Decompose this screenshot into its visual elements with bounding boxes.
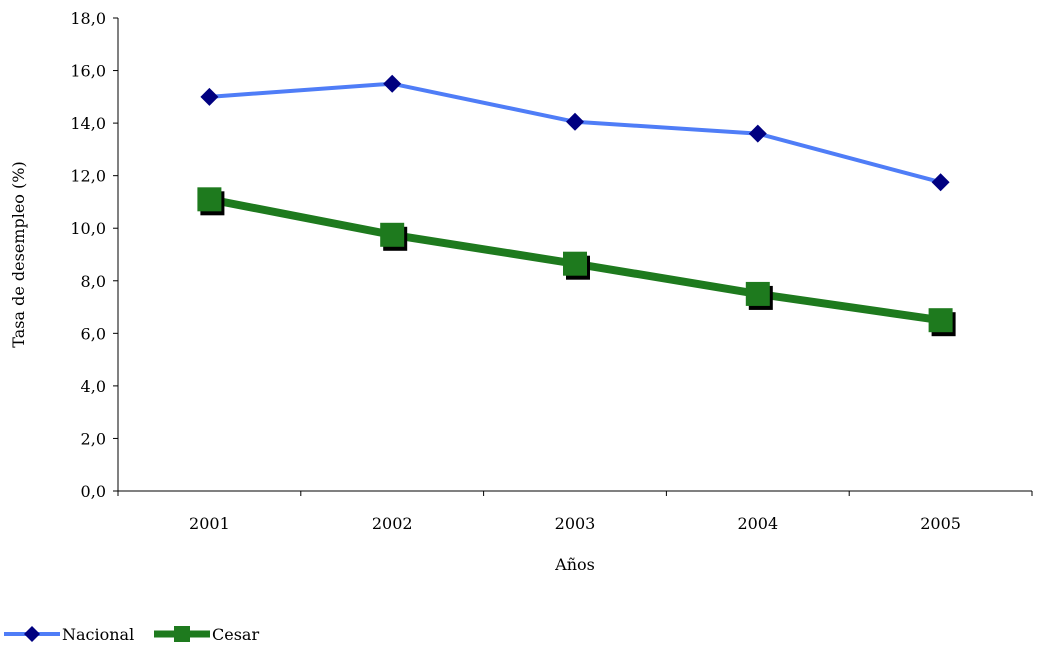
- data-point: [931, 173, 950, 192]
- series-nacional: [200, 74, 950, 192]
- legend-label: Nacional: [62, 625, 134, 644]
- y-tick-label: 0,0: [81, 482, 106, 501]
- legend: Nacional Cesar: [4, 625, 259, 644]
- x-tick-label: 2004: [737, 514, 778, 533]
- x-tick-label: 2001: [189, 514, 230, 533]
- legend-label: Cesar: [212, 625, 259, 644]
- y-tick-label: 18,0: [70, 9, 106, 28]
- legend-item-cesar: Cesar: [154, 625, 259, 644]
- data-point: [380, 222, 405, 247]
- y-axis: 0,0 2,0 4,0 6,0 8,0 10,0 12,0 14,0 16,0 18,0: [70, 9, 119, 501]
- series-layer: [197, 74, 956, 337]
- data-point: [928, 308, 953, 333]
- y-axis-title: Tasa de desempleo (%): [9, 161, 28, 347]
- data-point: [383, 74, 402, 93]
- data-point: [197, 187, 222, 212]
- y-tick-label: 16,0: [70, 62, 106, 81]
- x-axis: 2001 2002 2003 2004 2005: [117, 490, 1033, 533]
- legend-swatch-marker: [174, 626, 190, 642]
- x-tick-label: 2005: [920, 514, 961, 533]
- y-tick-label: 12,0: [70, 167, 106, 186]
- data-point: [566, 112, 584, 131]
- data-point: [563, 251, 587, 276]
- y-tick-label: 2,0: [81, 429, 106, 448]
- x-tick-label: 2003: [555, 514, 596, 533]
- y-tick-label: 14,0: [70, 114, 106, 133]
- data-point: [200, 87, 219, 106]
- legend-swatch-marker: [24, 626, 40, 642]
- y-tick-label: 4,0: [81, 377, 106, 396]
- series-line: [207, 81, 943, 185]
- y-tick-label: 6,0: [81, 324, 106, 343]
- legend-item-nacional: Nacional: [4, 625, 134, 644]
- series-cesar: [197, 187, 956, 337]
- y-tick-label: 8,0: [81, 272, 106, 291]
- y-tick-label: 10,0: [70, 219, 106, 238]
- data-point: [748, 124, 767, 143]
- x-tick-label: 2002: [372, 514, 413, 533]
- x-axis-title: Años: [554, 555, 595, 574]
- data-point: [745, 281, 770, 306]
